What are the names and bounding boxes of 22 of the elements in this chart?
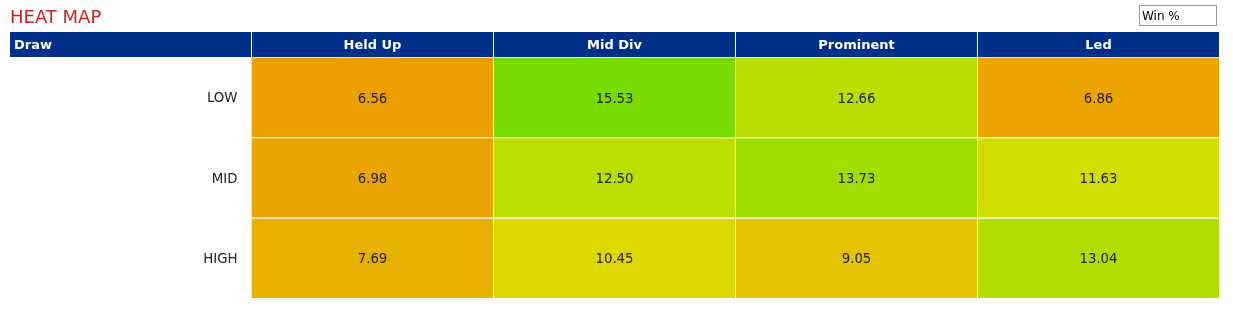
data-label: 15.53 — [595, 90, 634, 106]
data-label: 7.69 — [357, 251, 388, 267]
y-tick-label: HIGH — [203, 250, 238, 266]
data-label: 12.66 — [837, 90, 876, 106]
data-label: 13.04 — [1079, 251, 1118, 267]
data-label: 6.98 — [357, 171, 388, 186]
y-tick-label: LOW — [206, 90, 238, 106]
data-label: 11.63 — [1079, 171, 1118, 186]
text: HEAT MAP — [10, 5, 102, 29]
text: Draw — [13, 36, 53, 54]
data-label: 10.45 — [595, 251, 634, 267]
x-tick-label: Led — [977, 32, 1219, 57]
x-tick-label: Mid Div — [493, 32, 735, 57]
x-tick-label: Prominent — [735, 32, 977, 57]
data-label: 6.56 — [357, 90, 388, 106]
x-tick-label: Held Up — [251, 32, 493, 57]
data-label: 6.86 — [1083, 90, 1114, 106]
y-tick-label: MID — [211, 170, 238, 186]
data-label: 9.05 — [841, 251, 872, 267]
data-label: 12.50 — [595, 171, 634, 186]
data-label: 13.73 — [837, 171, 876, 186]
text: Win % — [1139, 5, 1217, 26]
